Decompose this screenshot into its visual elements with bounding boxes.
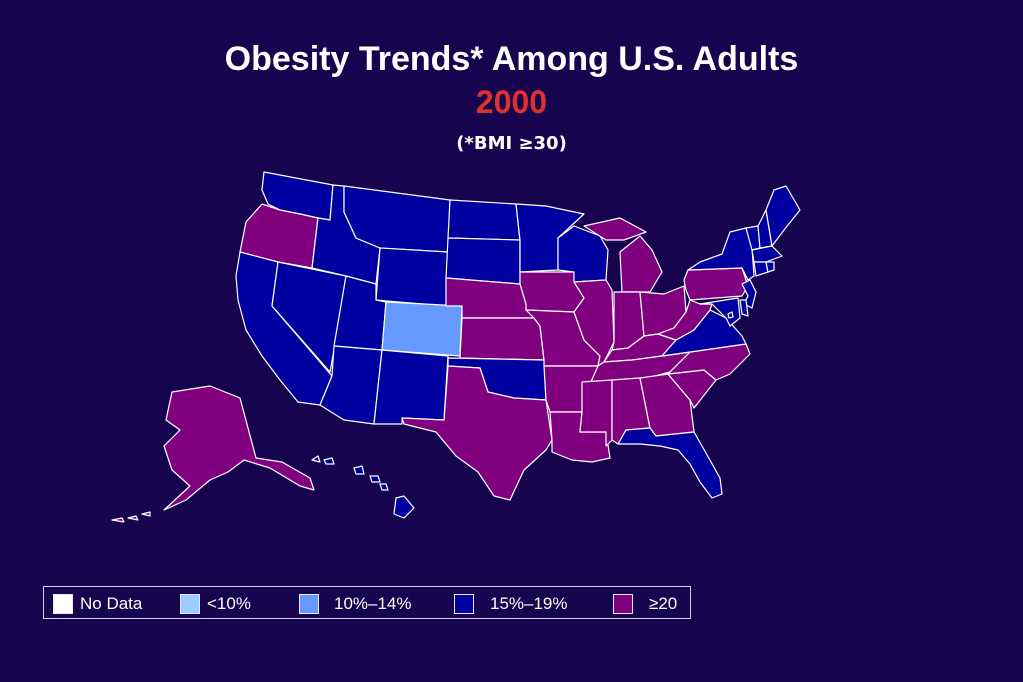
legend-label: <10% [207,594,251,613]
state-ri [765,261,775,273]
legend-swatch [53,594,73,614]
map-subtitle: (*BMI ≥30) [456,133,567,154]
state-pa [683,267,749,301]
state-ma [751,245,783,263]
states-group [111,171,801,523]
state-nc [661,343,751,381]
legend: No Data <10% 10%–14% 15%–19% ≥20 [43,586,691,619]
state-dc [727,311,734,319]
state-wv [657,299,713,341]
alaska-aleutian-islands [111,511,151,523]
state-de [739,299,749,317]
legend-label: 15%–19% [490,594,568,613]
map-title: Obesity Trends* Among U.S. Adults [224,40,799,78]
legend-label: ≥20 [649,594,678,613]
state-wy [375,247,449,307]
legend-swatch [299,594,319,614]
legend-label: No Data [80,594,143,613]
state-ak [163,385,315,511]
state-co [381,301,463,357]
state-md [699,297,741,327]
state-sd [445,237,521,285]
state-nd [447,199,521,241]
state-fl [617,427,723,499]
state-hi [311,455,415,519]
map-year: 2000 [475,84,548,120]
legend-swatch [454,594,474,614]
state-nm [373,349,449,425]
state-me [765,185,801,247]
legend-swatch [613,594,633,614]
legend-swatch [180,594,200,614]
state-ks [459,317,545,361]
state-tx [401,365,553,501]
legend-label: 10%–14% [334,594,412,613]
